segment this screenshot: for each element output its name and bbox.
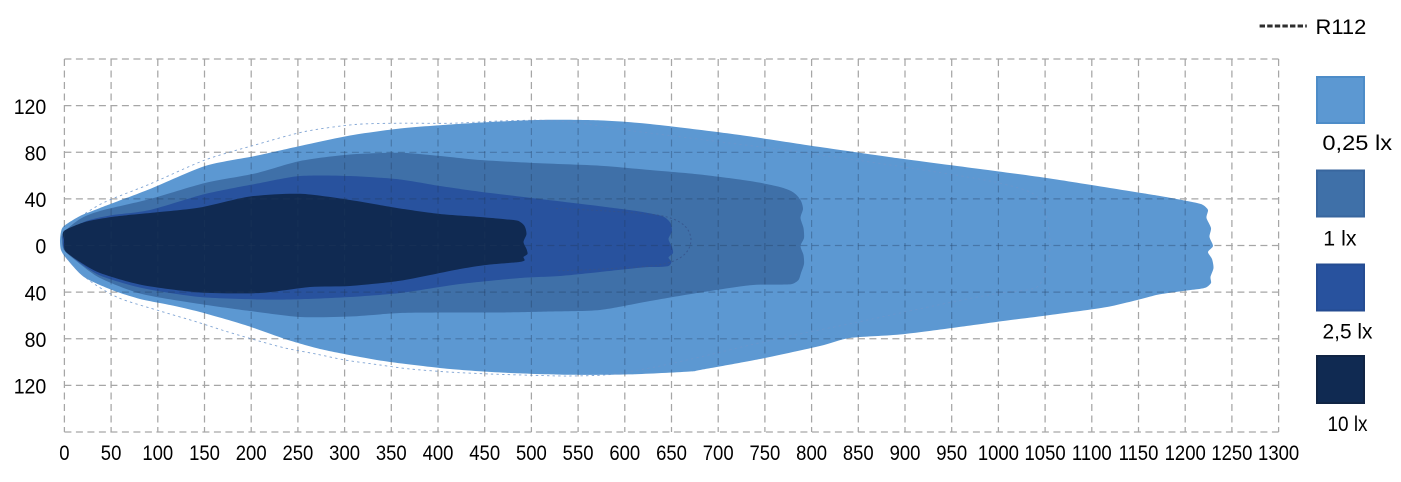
svg-text:750: 750 [749,442,780,466]
svg-text:0,25 lx: 0,25 lx [1322,131,1392,155]
svg-text:600: 600 [609,442,640,466]
svg-text:900: 900 [890,442,921,466]
svg-text:50: 50 [101,442,122,466]
svg-text:450: 450 [469,442,500,466]
svg-text:120: 120 [14,375,47,399]
svg-text:650: 650 [656,442,687,466]
svg-text:200: 200 [236,442,267,466]
svg-text:550: 550 [563,442,594,466]
svg-text:1 lx: 1 lx [1323,227,1356,251]
svg-text:950: 950 [936,442,967,466]
svg-text:800: 800 [796,442,827,466]
svg-text:250: 250 [282,442,313,466]
svg-text:500: 500 [516,442,547,466]
svg-text:150: 150 [189,442,220,466]
svg-text:300: 300 [329,442,360,466]
svg-text:10 lx: 10 lx [1328,412,1368,436]
svg-text:40: 40 [25,281,47,305]
svg-text:100: 100 [142,442,173,466]
svg-text:1300: 1300 [1258,442,1299,466]
svg-text:1000: 1000 [978,442,1019,466]
svg-text:1150: 1150 [1119,442,1159,466]
svg-text:1250: 1250 [1211,442,1252,466]
svg-text:400: 400 [423,442,454,466]
svg-text:0: 0 [35,235,46,259]
svg-text:R112: R112 [1316,15,1367,39]
svg-text:80: 80 [25,141,47,165]
svg-text:700: 700 [703,442,734,466]
svg-text:40: 40 [25,188,47,212]
svg-text:2,5 lx: 2,5 lx [1323,320,1373,344]
svg-text:850: 850 [843,442,874,466]
svg-text:80: 80 [25,328,47,352]
svg-text:1050: 1050 [1025,442,1066,466]
svg-text:0: 0 [59,442,69,466]
svg-text:1100: 1100 [1072,442,1112,466]
svg-text:1200: 1200 [1165,442,1206,466]
svg-text:350: 350 [376,442,407,466]
svg-text:120: 120 [14,95,47,119]
